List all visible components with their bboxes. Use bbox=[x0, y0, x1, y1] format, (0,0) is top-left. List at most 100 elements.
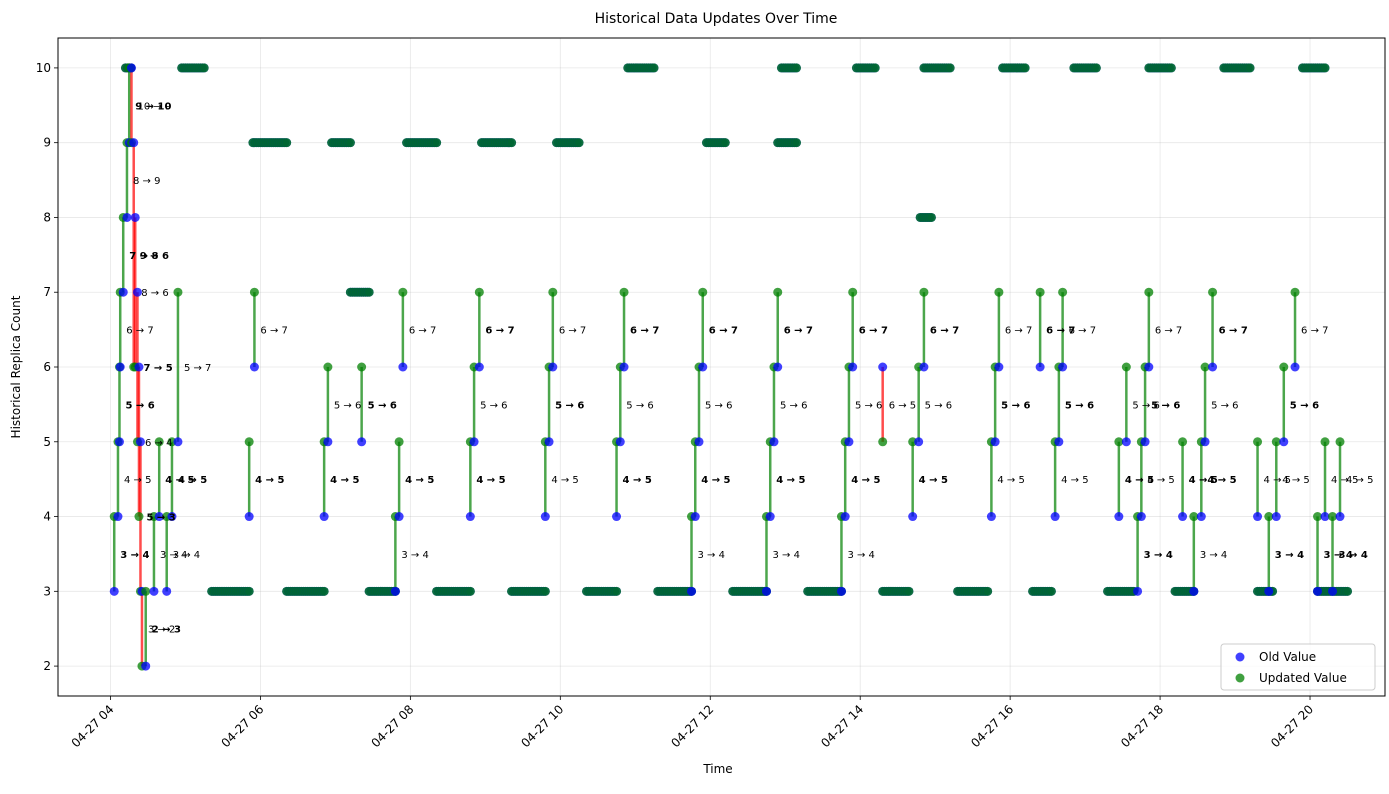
updated-value-point bbox=[323, 362, 333, 372]
update-label: 6 → 7 bbox=[1005, 326, 1032, 337]
old-value-point bbox=[249, 362, 259, 372]
update-label: 4 → 5 bbox=[1125, 475, 1154, 486]
old-value-point bbox=[130, 212, 140, 222]
updated-value-point bbox=[1046, 586, 1056, 596]
updated-value-point bbox=[1020, 63, 1030, 73]
update-label: 5 → 6 bbox=[780, 400, 807, 411]
old-value-point bbox=[1253, 512, 1263, 522]
updated-value-point bbox=[1091, 63, 1101, 73]
update-label: 6 → 7 bbox=[930, 326, 959, 337]
old-value-point bbox=[1290, 362, 1300, 372]
update-label: 4 → 5 bbox=[255, 475, 284, 486]
old-value-point bbox=[990, 437, 1000, 447]
updated-value-point bbox=[619, 287, 629, 297]
update-label: 7 → 5 bbox=[143, 363, 172, 374]
update-label: 4 → 5 bbox=[1331, 475, 1358, 486]
updated-value-point bbox=[1271, 437, 1281, 447]
old-value-point bbox=[761, 586, 771, 596]
update-label: 3 → 4 bbox=[847, 550, 874, 561]
old-value-point bbox=[1035, 362, 1045, 372]
updated-value-point bbox=[1166, 63, 1176, 73]
updated-value-point bbox=[1253, 437, 1263, 447]
updated-value-point bbox=[244, 586, 254, 596]
updated-value-point bbox=[1178, 437, 1188, 447]
updated-value-point bbox=[1208, 287, 1218, 297]
update-label: 3 → 4 bbox=[173, 550, 200, 561]
old-value-point bbox=[615, 437, 625, 447]
updated-value-point bbox=[1144, 287, 1154, 297]
updated-value-point bbox=[1114, 437, 1124, 447]
updated-value-point bbox=[154, 437, 164, 447]
update-label: 3 → 4 bbox=[401, 550, 428, 561]
old-value-point bbox=[687, 586, 697, 596]
updated-value-point bbox=[319, 586, 329, 596]
update-label: 5 → 6 bbox=[1132, 400, 1159, 411]
updated-value-point bbox=[345, 138, 355, 148]
update-label: 3 → 4 bbox=[160, 550, 187, 561]
updated-value-point bbox=[1320, 437, 1330, 447]
update-label: 4 → 5 bbox=[1346, 475, 1373, 486]
old-value-point bbox=[1121, 437, 1131, 447]
update-label: 5 → 6 bbox=[1290, 400, 1319, 411]
update-label: 4 → 5 bbox=[405, 475, 434, 486]
updated-value-point bbox=[474, 287, 484, 297]
updated-value-point bbox=[357, 362, 367, 372]
old-value-point bbox=[919, 362, 929, 372]
update-label: 4 → 5 bbox=[623, 475, 652, 486]
update-label: 4 → 5 bbox=[1264, 475, 1291, 486]
update-label: 6 → 7 bbox=[126, 326, 153, 337]
updated-value-point bbox=[548, 287, 558, 297]
updated-value-point bbox=[773, 287, 783, 297]
old-value-point bbox=[690, 512, 700, 522]
old-value-point bbox=[1136, 512, 1146, 522]
old-value-point bbox=[694, 437, 704, 447]
old-value-point bbox=[474, 362, 484, 372]
update-label: 5 → 6 bbox=[334, 400, 361, 411]
x-axis-label: Time bbox=[702, 762, 732, 776]
legend-marker bbox=[1235, 652, 1245, 662]
legend-marker bbox=[1235, 673, 1245, 683]
old-value-point bbox=[540, 512, 550, 522]
updated-value-point bbox=[394, 437, 404, 447]
updated-value-point bbox=[1035, 287, 1045, 297]
update-label: 3 → 4 bbox=[120, 550, 149, 561]
old-value-point bbox=[1264, 586, 1274, 596]
updated-value-point bbox=[1264, 512, 1274, 522]
update-label: 8 → 9 bbox=[133, 176, 160, 187]
old-value-point bbox=[319, 512, 329, 522]
old-value-point bbox=[1144, 362, 1154, 372]
old-value-point bbox=[398, 362, 408, 372]
old-value-point bbox=[149, 586, 159, 596]
old-value-point bbox=[167, 512, 177, 522]
updated-value-point bbox=[1320, 63, 1330, 73]
updated-value-point bbox=[173, 287, 183, 297]
update-label: 4 → 5 bbox=[124, 475, 151, 486]
updated-value-point bbox=[926, 212, 936, 222]
updated-value-point bbox=[1121, 362, 1131, 372]
updated-value-point bbox=[244, 437, 254, 447]
update-label: 6 → 5 bbox=[889, 400, 916, 411]
update-label: 10 → 9 bbox=[137, 101, 171, 112]
old-value-point bbox=[115, 362, 125, 372]
old-value-point bbox=[1313, 586, 1323, 596]
updated-value-point bbox=[720, 138, 730, 148]
y-tick-label: 10 bbox=[36, 61, 51, 75]
updated-value-point bbox=[398, 287, 408, 297]
old-value-point bbox=[1279, 437, 1289, 447]
update-label: 4 → 5 bbox=[178, 475, 207, 486]
update-label: 5 → 7 bbox=[184, 363, 211, 374]
update-label: 7 → 8 bbox=[129, 251, 158, 262]
update-label: 4 → 5 bbox=[997, 475, 1024, 486]
updated-value-point bbox=[282, 138, 292, 148]
old-value-point bbox=[548, 362, 558, 372]
update-label: 3 → 4 bbox=[772, 550, 799, 561]
old-value-point bbox=[612, 512, 622, 522]
update-label: 4 → 5 bbox=[476, 475, 505, 486]
update-label: 6 → 7 bbox=[709, 326, 738, 337]
update-label: 5 → 6 bbox=[555, 400, 584, 411]
old-value-point bbox=[619, 362, 629, 372]
updated-value-point bbox=[141, 586, 151, 596]
update-label: 6 → 7 bbox=[260, 326, 287, 337]
